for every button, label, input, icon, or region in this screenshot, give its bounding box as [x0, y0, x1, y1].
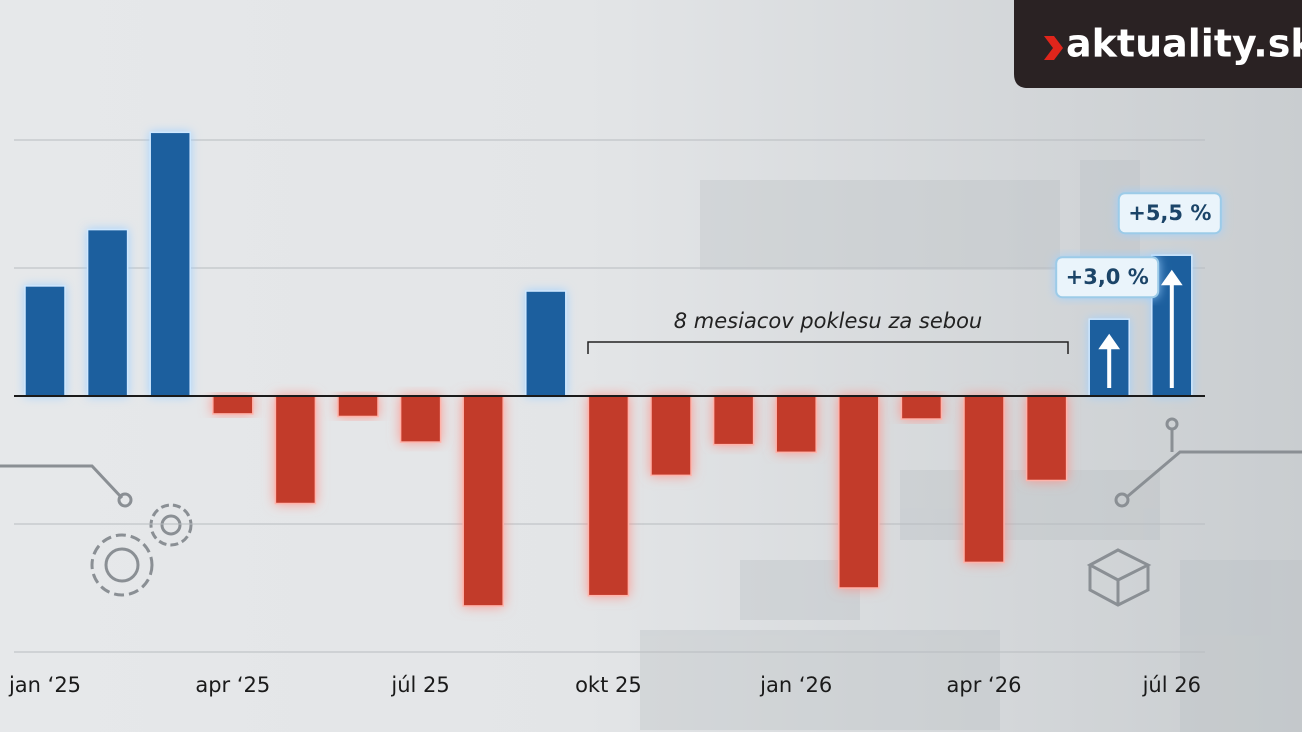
value-label: +5,5 %	[1128, 201, 1211, 225]
bar	[462, 395, 504, 607]
gear-icon	[0, 464, 193, 597]
bar	[775, 395, 817, 454]
bar	[838, 395, 880, 589]
x-tick-label: jan ‘26	[759, 673, 832, 697]
bar	[650, 395, 692, 477]
x-tick-label: jan ‘25	[8, 673, 81, 697]
x-tick-label: apr ‘26	[947, 673, 1022, 697]
bar	[587, 395, 630, 597]
x-tick-label: júl 26	[1142, 673, 1201, 697]
bar	[900, 395, 943, 420]
value-label-box	[1117, 192, 1222, 235]
arrow	[1160, 269, 1183, 388]
bar	[1025, 395, 1068, 482]
bar	[399, 395, 442, 443]
x-tick-label: apr ‘25	[195, 673, 270, 697]
annotation-bracket	[587, 341, 1069, 354]
annotation: 8 mesiacov poklesu za sebou	[674, 309, 983, 333]
bar	[963, 395, 1005, 564]
value-label-box	[1055, 256, 1160, 299]
bar	[712, 395, 755, 446]
x-tick-label: júl 25	[390, 673, 449, 697]
factory-bg	[640, 160, 1302, 732]
bar	[212, 395, 254, 415]
box-icon	[1086, 417, 1302, 607]
bar	[274, 395, 317, 505]
logo-box: aktuality.sk	[1014, 0, 1302, 88]
logo: aktuality.sk	[1066, 22, 1302, 66]
bar	[24, 285, 66, 397]
bar	[86, 228, 129, 397]
x-tick-label: okt 25	[575, 673, 642, 697]
bar	[337, 395, 379, 418]
arrow	[1098, 333, 1121, 388]
value-label: +3,0 %	[1066, 265, 1149, 289]
bar	[149, 131, 191, 397]
bar	[525, 290, 567, 397]
